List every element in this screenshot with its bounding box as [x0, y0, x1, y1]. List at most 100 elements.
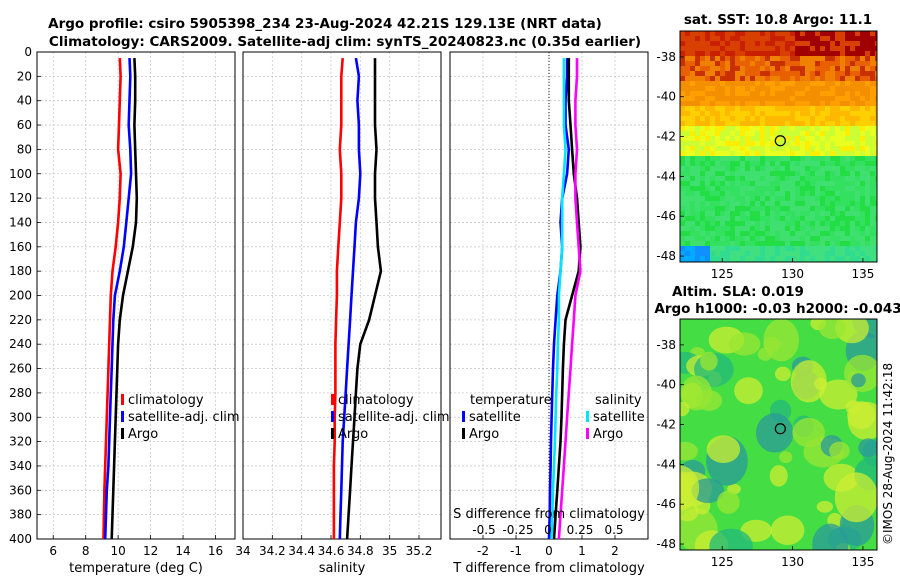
map-y-tick-label: -48	[656, 249, 676, 263]
map-y-tick-label: -38	[656, 338, 676, 352]
map-y-tick-label: -44	[656, 457, 676, 471]
argo-position-marker	[774, 423, 786, 435]
x-axis-label: salinity	[319, 561, 366, 576]
diff-legend-s-satellite-swatch	[586, 411, 589, 422]
diff-legend-t-satellite-label: satellite	[469, 410, 521, 425]
sst-map-frame	[679, 30, 878, 263]
diff-legend-salinity-title: salinity	[595, 393, 642, 408]
sal-satellite-adj-line	[338, 57, 362, 540]
y-tick-label: 340	[9, 459, 32, 473]
sal-legend-climatology-swatch	[331, 394, 334, 405]
y-tick-label: 220	[9, 313, 32, 327]
y-tick-label: 0	[24, 45, 32, 59]
y-tick-label: 140	[9, 215, 32, 229]
map-x-tick-label: 125	[711, 267, 734, 281]
tdiff-satellite-line	[547, 58, 571, 540]
diff-legend-temperature-title: temperature	[470, 393, 552, 408]
y-tick-label: 160	[9, 240, 32, 254]
x-tick-label: 34	[235, 544, 250, 558]
map-y-tick-label: -48	[656, 537, 676, 551]
sal-argo-line	[345, 58, 383, 540]
main-title-line2: Climatology: CARS2009. Satellite-adj cli…	[49, 34, 641, 50]
sal-legend-argo-swatch	[331, 428, 334, 439]
x-tick-label: 12	[143, 544, 158, 558]
temp-climatology-line	[102, 58, 122, 540]
map-x-tick-label: 125	[711, 555, 734, 569]
y-tick-label: 260	[9, 362, 32, 376]
diff-legend-t-argo-swatch	[462, 428, 465, 439]
map-y-tick-label: -44	[656, 169, 676, 183]
y-tick-label: 300	[9, 410, 32, 424]
map-x-tick-label: 130	[781, 555, 804, 569]
sal-legend-argo-label: Argo	[338, 427, 368, 442]
map-x-tick-label: 135	[851, 267, 874, 281]
diff-top-tick-label: 0.5	[604, 523, 623, 537]
y-tick-label: 60	[17, 118, 32, 132]
diff-top-tick-label: 0	[544, 523, 552, 537]
diff-top-tick-label: -0.5	[472, 523, 495, 537]
diff-top-tick-label: -0.25	[502, 523, 533, 537]
sst-map-axes: 125 130 135 -38 -40 -42 -44 -46 -48	[656, 50, 874, 281]
y-tick-label: 20	[17, 69, 32, 83]
x-tick-label: 14	[175, 544, 190, 558]
diff-legend-t-satellite-swatch	[462, 411, 465, 422]
map-y-tick-label: -40	[656, 90, 676, 104]
argo-position-marker	[774, 135, 786, 147]
sla-map-frame	[679, 318, 878, 551]
x-tick-label: 2	[611, 544, 619, 558]
map-y-tick-label: -38	[656, 50, 676, 64]
temp-legend-argo-swatch	[121, 428, 124, 439]
x-tick-label: 16	[208, 544, 223, 558]
x-tick-label: 34.2	[259, 544, 286, 558]
x-tick-label: 0	[545, 544, 553, 558]
sal-climatology-line	[332, 58, 344, 539]
y-tick-label: 400	[9, 532, 32, 546]
sal-legend-satellite-label: satellite-adj. clim	[338, 410, 450, 425]
y-tick-label: 200	[9, 289, 32, 303]
sst-heatmap	[680, 31, 877, 262]
map-x-tick-label: 135	[851, 555, 874, 569]
sal-legend-satellite-swatch	[331, 411, 334, 422]
y-tick-label: 180	[9, 264, 32, 278]
x-tick-label: 8	[82, 544, 90, 558]
map-y-tick-label: -40	[656, 378, 676, 392]
map-y-tick-label: -42	[656, 130, 676, 144]
diff-top-axis-label: S difference from climatology	[453, 507, 645, 522]
difference-profile-plot: -2 -1 0 1 2 T difference from climatology temp…	[449, 51, 649, 576]
diff-legend-s-argo-swatch	[586, 428, 589, 439]
diff-legend-s-argo-label: Argo	[593, 427, 623, 442]
y-tick-label: 380	[9, 508, 32, 522]
temp-satellite-adj-line	[103, 58, 133, 540]
y-tick-label: 280	[9, 386, 32, 400]
x-tick-label: -1	[510, 544, 522, 558]
x-tick-label: 34.6	[318, 544, 345, 558]
sdiff-argo-line	[557, 58, 582, 540]
x-axis-label: temperature (deg C)	[69, 561, 203, 576]
x-tick-label: 6	[49, 544, 57, 558]
y-tick-label: 120	[9, 191, 32, 205]
sal-legend-climatology-label: climatology	[338, 393, 414, 408]
x-tick-label: 35	[382, 544, 397, 558]
y-tick-label: 240	[9, 337, 32, 351]
diff-legend-s-satellite-label: satellite	[593, 410, 645, 425]
y-tick-label: 360	[9, 483, 32, 497]
imos-timestamp: ©IMOS 28-Aug-2024 11:42:18	[881, 363, 895, 545]
x-tick-label: -2	[477, 544, 489, 558]
sla-map-title: Altim. SLA: 0.019	[672, 284, 804, 300]
map-y-tick-label: -42	[656, 418, 676, 432]
x-tick-label: 35.2	[406, 544, 433, 558]
diff-top-tick-label: 0.25	[567, 523, 594, 537]
map-y-tick-label: -46	[656, 209, 676, 223]
map-y-tick-label: -46	[656, 497, 676, 511]
sst-map-title: sat. SST: 10.8 Argo: 11.1	[684, 12, 872, 28]
sla-map-axes: 125 130 135 -38 -40 -42 -44 -46 -48	[656, 338, 874, 569]
x-axis-label: T difference from climatology	[452, 561, 645, 576]
temp-legend-climatology-label: climatology	[128, 393, 204, 408]
tdiff-argo-line	[552, 58, 582, 540]
x-tick-label: 34.8	[347, 544, 374, 558]
y-tick-label: 80	[17, 142, 32, 156]
temp-legend-argo-label: Argo	[128, 427, 158, 442]
y-tick-label: 100	[9, 167, 32, 181]
temp-argo-line	[110, 58, 139, 540]
